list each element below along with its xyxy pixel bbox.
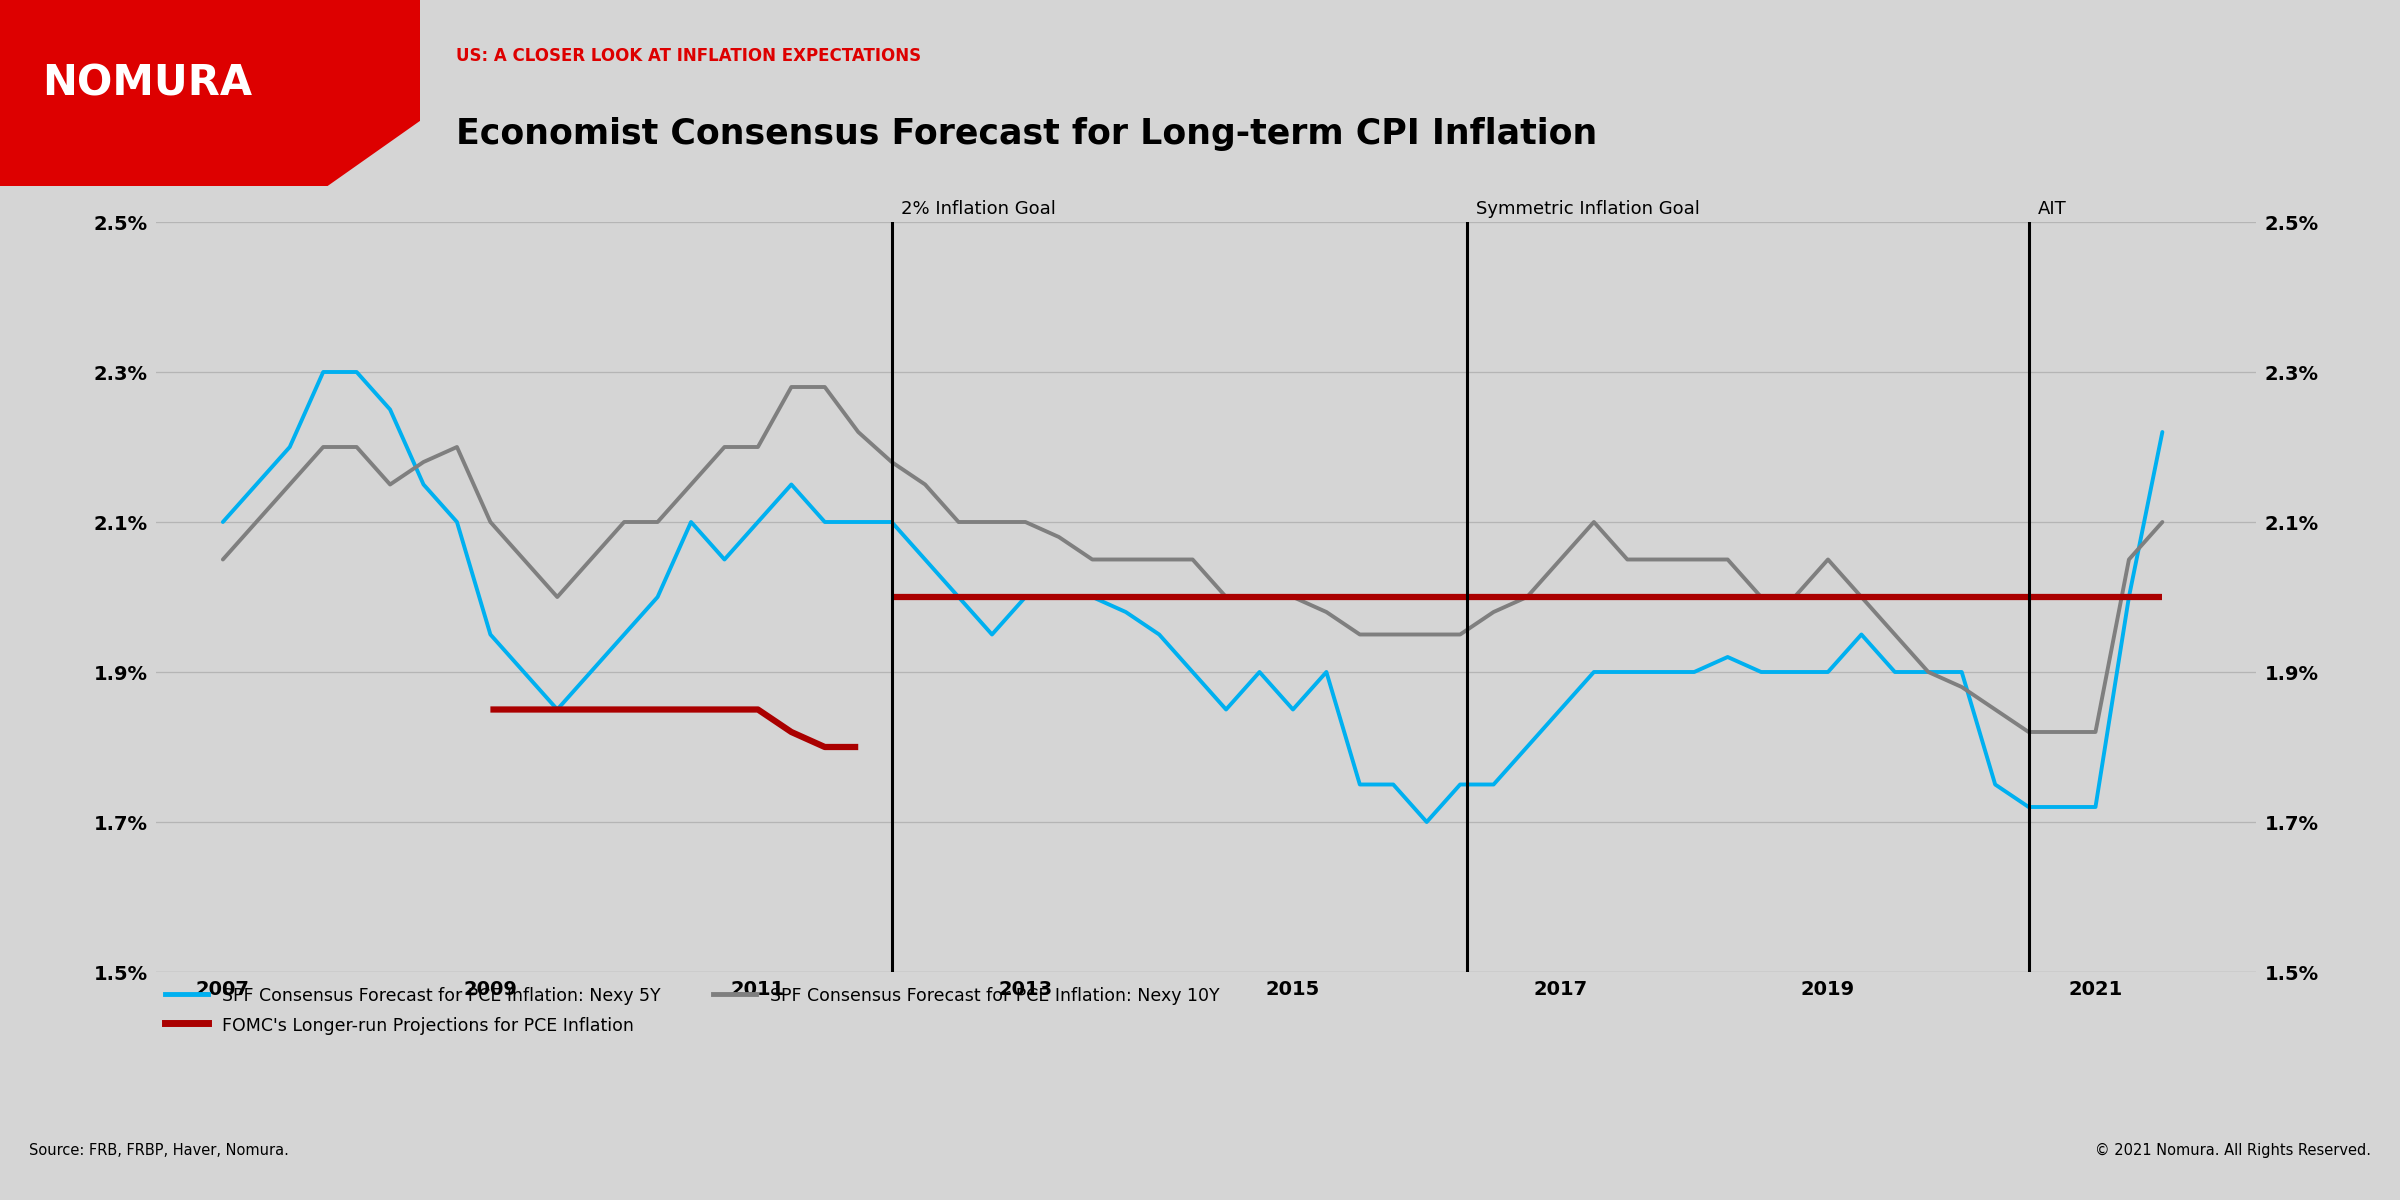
Polygon shape xyxy=(0,0,420,186)
Legend: SPF Consensus Forecast for PCE Inflation: Nexy 5Y, FOMC's Longer-run Projections: SPF Consensus Forecast for PCE Inflation… xyxy=(166,986,1219,1034)
Text: 2% Inflation Goal: 2% Inflation Goal xyxy=(900,200,1056,218)
Text: AIT: AIT xyxy=(2038,200,2066,218)
Text: Source: FRB, FRBP, Haver, Nomura.: Source: FRB, FRBP, Haver, Nomura. xyxy=(29,1142,288,1158)
Text: Symmetric Inflation Goal: Symmetric Inflation Goal xyxy=(1476,200,1699,218)
Text: NOMURA: NOMURA xyxy=(43,62,252,104)
Text: © 2021 Nomura. All Rights Reserved.: © 2021 Nomura. All Rights Reserved. xyxy=(2095,1142,2371,1158)
Text: Economist Consensus Forecast for Long-term CPI Inflation: Economist Consensus Forecast for Long-te… xyxy=(456,116,1596,151)
Text: US: A CLOSER LOOK AT INFLATION EXPECTATIONS: US: A CLOSER LOOK AT INFLATION EXPECTATI… xyxy=(456,47,922,65)
